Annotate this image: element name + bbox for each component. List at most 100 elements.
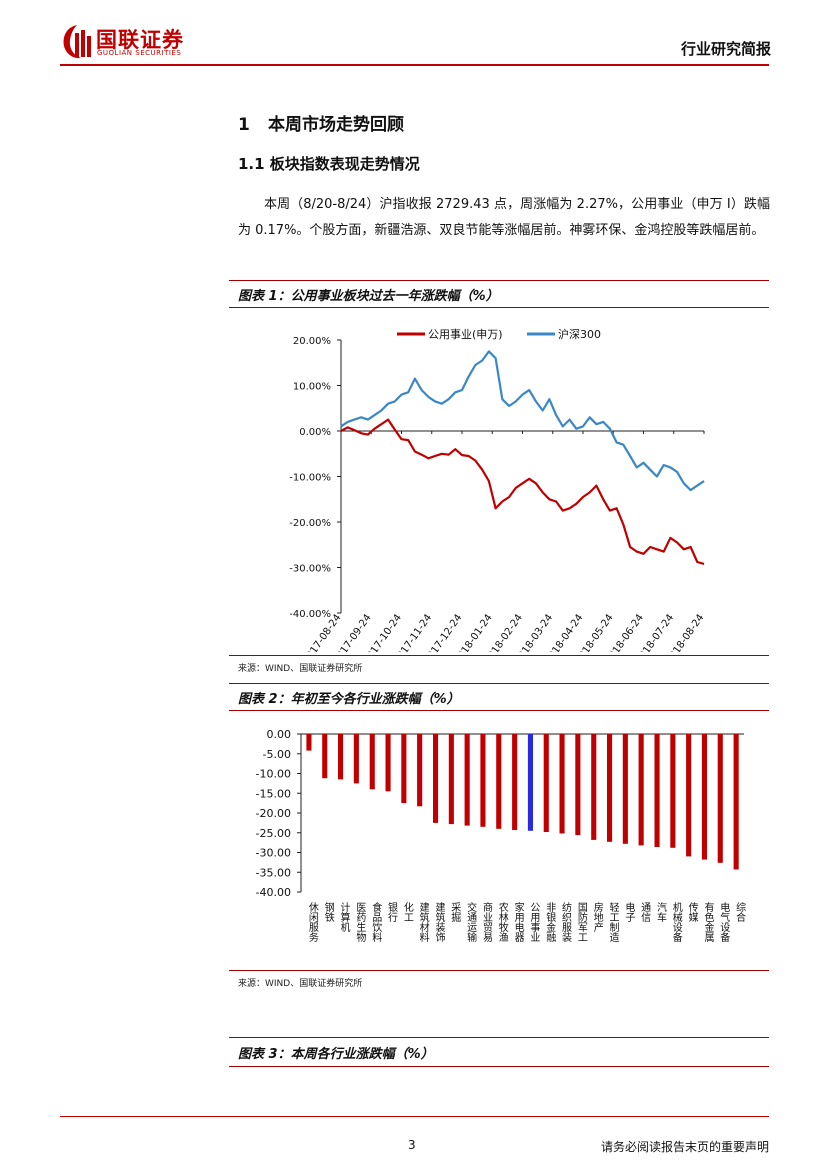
figure2-title: 图表 2：年初至今各行业涨跌幅（%） xyxy=(238,692,460,707)
bar xyxy=(496,734,502,829)
category-label: 汽车 xyxy=(654,901,666,923)
footer-disclaimer: 请务必阅读报告末页的重要声明 xyxy=(600,1140,769,1154)
y-tick-label: -30.00% xyxy=(289,564,331,575)
figure1-top-rule xyxy=(229,280,769,281)
category-label: 国防军工 xyxy=(575,902,587,942)
bar xyxy=(417,734,423,807)
y-tick-label: -20.00% xyxy=(289,518,331,529)
bar xyxy=(353,734,359,784)
figure2-top-rule xyxy=(229,683,769,684)
y-tick-label: -5.00 xyxy=(263,748,291,761)
line-chart: 20.00% 10.00% 0.00% -10.00% -20.00% -30.00% -4… xyxy=(289,327,706,652)
category-label: 通信 xyxy=(639,902,651,923)
y-tick-label: -20.00 xyxy=(256,807,291,820)
figure1-source: 来源：WIND、国联证券研究所 xyxy=(238,664,363,674)
bar xyxy=(670,734,676,848)
category-label: 机械设备 xyxy=(670,901,682,943)
category-label: 采掘 xyxy=(449,902,461,923)
bar xyxy=(480,734,486,827)
series-line-utilities xyxy=(340,418,705,565)
category-label: 休闲服务 xyxy=(306,902,318,943)
bar xyxy=(559,734,565,834)
header-divider xyxy=(60,64,769,66)
bar xyxy=(527,734,533,831)
y-tick-label: -40.00% xyxy=(289,609,331,620)
bar xyxy=(717,734,723,863)
bar xyxy=(686,734,692,857)
subsection-heading: 1.1 板块指数表现走势情况 xyxy=(238,155,420,173)
series-line-hs300 xyxy=(340,350,705,492)
category-label: 化工 xyxy=(401,901,413,922)
category-label: 建筑装饰 xyxy=(433,901,445,943)
bar xyxy=(512,734,518,830)
logo-mark-icon xyxy=(63,25,91,59)
y-tick-label: 0.00 xyxy=(267,728,292,741)
figure2-source: 来源：WIND、国联证券研究所 xyxy=(238,979,363,989)
legend-label: 公用事业(申万) xyxy=(428,328,503,341)
report-type: 行业研究简报 xyxy=(680,40,771,58)
bar xyxy=(575,734,581,836)
bar xyxy=(306,734,312,751)
category-label: 非银金融 xyxy=(544,902,556,943)
category-label: 建筑材料 xyxy=(417,901,429,943)
body-paragraph: 本周（8/20-8/24）沪指收报 2729.43 点，周涨幅为 2.27%，公… xyxy=(238,197,770,238)
bar xyxy=(654,734,660,847)
y-tick-label: -30.00 xyxy=(256,847,291,860)
bar xyxy=(701,734,707,860)
brand-logo: 国联证券 GUOLIAN SECURITIES xyxy=(60,22,220,62)
category-label: 商业贸易 xyxy=(480,901,492,943)
page-number: 3 xyxy=(408,1138,416,1152)
y-tick-label: 0.00% xyxy=(299,427,331,438)
bar xyxy=(385,734,391,792)
footer-divider xyxy=(60,1116,769,1117)
category-label: 家用电器 xyxy=(512,901,524,943)
bar xyxy=(464,734,470,826)
figure1-title-rule xyxy=(229,307,769,308)
category-label: 轻工制造 xyxy=(607,901,619,942)
figure3-title-rule xyxy=(229,1066,769,1067)
bar xyxy=(401,734,407,804)
y-tick-label: -35.00 xyxy=(256,866,291,879)
category-label: 传媒 xyxy=(686,902,698,923)
bar xyxy=(638,734,644,846)
category-label: 有色金属 xyxy=(702,901,714,943)
category-label: 电气设备 xyxy=(718,901,730,943)
section-heading: 1 本周市场走势回顾 xyxy=(238,110,404,135)
y-tick-label: 10.00% xyxy=(293,382,331,393)
category-label: 食品饮料 xyxy=(370,901,382,943)
bar xyxy=(322,734,328,779)
category-label: 公用事业 xyxy=(528,902,540,942)
bar xyxy=(433,734,439,823)
figure1-bottom-rule xyxy=(229,655,769,656)
bar xyxy=(591,734,597,840)
section-title: 本周市场走势回顾 xyxy=(268,115,404,135)
y-tick-label: -10.00 xyxy=(256,768,291,781)
y-tick-label: -40.00 xyxy=(256,886,291,899)
bar xyxy=(369,734,375,790)
brand-name-cn: 国联证券 xyxy=(96,28,184,52)
category-label: 银行 xyxy=(386,901,398,923)
y-tick-label: -25.00 xyxy=(256,827,291,840)
figure3-top-rule xyxy=(229,1037,769,1038)
y-tick-label: 20.00% xyxy=(293,336,331,347)
category-label: 钢铁 xyxy=(322,901,334,923)
brand-name-en: GUOLIAN SECURITIES xyxy=(97,49,182,57)
category-label: 医药生物 xyxy=(354,902,366,943)
y-tick-label: -10.00% xyxy=(289,473,331,484)
y-tick-label: -15.00 xyxy=(256,787,291,800)
category-label: 房地产 xyxy=(591,901,603,933)
bar xyxy=(733,734,739,870)
legend-label: 沪深300 xyxy=(558,327,601,341)
category-label: 电子 xyxy=(623,901,635,922)
figure2-title-rule xyxy=(229,710,769,711)
category-label: 农林牧渔 xyxy=(496,901,508,943)
bar xyxy=(622,734,628,844)
bar xyxy=(543,734,549,832)
category-label: 交通运输 xyxy=(465,901,477,943)
section-number: 1 xyxy=(238,115,250,135)
category-label: 综合 xyxy=(734,901,746,923)
bar xyxy=(448,734,454,825)
bar xyxy=(607,734,613,842)
figure1-title: 图表 1：公用事业板块过去一年涨跌幅（%） xyxy=(238,289,499,304)
category-label: 计算机 xyxy=(338,901,350,933)
